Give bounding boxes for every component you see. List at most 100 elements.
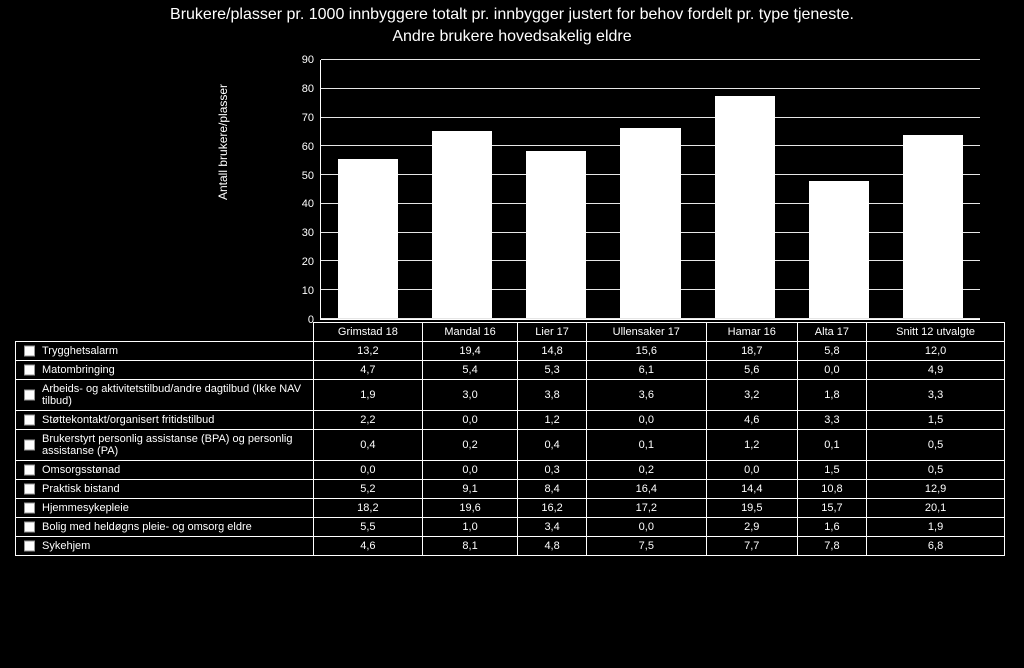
- y-tick: 10: [302, 285, 314, 297]
- y-axis-label: Antall brukere/plasser: [216, 84, 230, 200]
- table-row: Sykehjem4,68,14,87,57,77,86,8: [16, 537, 1005, 556]
- row-label: Bolig med heldøgns pleie- og omsorg eldr…: [16, 518, 314, 537]
- title-line2: Andre brukere hovedsakelig eldre: [392, 28, 631, 45]
- table-cell: 18,7: [706, 342, 797, 361]
- table-cell: 15,6: [586, 342, 706, 361]
- column-header: Snitt 12 utvalgte: [867, 323, 1005, 342]
- table-row: Støttekontakt/organisert fritidstilbud2,…: [16, 411, 1005, 430]
- table-cell: 7,8: [797, 537, 866, 556]
- bar-column: [603, 60, 697, 319]
- plot: [320, 60, 980, 320]
- column-header: Mandal 16: [422, 323, 518, 342]
- y-tick: 70: [302, 112, 314, 124]
- gridline: [321, 203, 980, 204]
- table-row: Matombringing4,75,45,36,15,60,04,9: [16, 361, 1005, 380]
- table-cell: 5,8: [797, 342, 866, 361]
- bar-column: [415, 60, 509, 319]
- table-row: Praktisk bistand5,29,18,416,414,410,812,…: [16, 480, 1005, 499]
- table-cell: 10,8: [797, 480, 866, 499]
- table-cell: 4,9: [867, 361, 1005, 380]
- table-cell: 3,3: [867, 380, 1005, 411]
- column-header: Lier 17: [518, 323, 586, 342]
- table-cell: 4,6: [706, 411, 797, 430]
- bar: [525, 150, 587, 319]
- row-label: Praktisk bistand: [16, 480, 314, 499]
- table-row: Brukerstyrt personlig assistanse (BPA) o…: [16, 430, 1005, 461]
- table-cell: 1,6: [797, 518, 866, 537]
- table-cell: 15,7: [797, 499, 866, 518]
- table-cell: 1,0: [422, 518, 518, 537]
- row-label: Støttekontakt/organisert fritidstilbud: [16, 411, 314, 430]
- table-cell: 1,2: [518, 411, 586, 430]
- column-header: Ullensaker 17: [586, 323, 706, 342]
- table-cell: 3,4: [518, 518, 586, 537]
- table-cell: 16,2: [518, 499, 586, 518]
- table-cell: 8,1: [422, 537, 518, 556]
- table-cell: 5,3: [518, 361, 586, 380]
- table-cell: 0,0: [797, 361, 866, 380]
- gridline: [321, 174, 980, 175]
- table-cell: 13,2: [314, 342, 423, 361]
- table-cell: 3,6: [586, 380, 706, 411]
- table-cell: 1,8: [797, 380, 866, 411]
- bar-column: [792, 60, 886, 319]
- table-cell: 1,5: [867, 411, 1005, 430]
- y-tick: 50: [302, 170, 314, 182]
- table-cell: 1,2: [706, 430, 797, 461]
- table-cell: 1,9: [867, 518, 1005, 537]
- table-cell: 1,9: [314, 380, 423, 411]
- y-tick: 90: [302, 54, 314, 66]
- y-tick: 30: [302, 227, 314, 239]
- table-cell: 12,9: [867, 480, 1005, 499]
- table-cell: 6,1: [586, 361, 706, 380]
- y-tick: 80: [302, 83, 314, 95]
- table-cell: 5,2: [314, 480, 423, 499]
- column-header: Grimstad 18: [314, 323, 423, 342]
- table-cell: 3,3: [797, 411, 866, 430]
- table-cell: 20,1: [867, 499, 1005, 518]
- title-line1: Brukere/plasser pr. 1000 innbyggere tota…: [170, 6, 854, 23]
- gridline: [321, 59, 980, 60]
- plot-area: 0102030405060708090: [280, 60, 980, 320]
- table-cell: 0,0: [586, 411, 706, 430]
- table-cell: 0,5: [867, 430, 1005, 461]
- bars-container: [321, 60, 980, 319]
- table-cell: 18,2: [314, 499, 423, 518]
- table-cell: 4,8: [518, 537, 586, 556]
- table-cell: 5,6: [706, 361, 797, 380]
- table-cell: 4,7: [314, 361, 423, 380]
- gridline: [321, 318, 980, 319]
- table-cell: 17,2: [586, 499, 706, 518]
- bar-column: [321, 60, 415, 319]
- table-cell: 5,5: [314, 518, 423, 537]
- row-label: Hjemmesykepleie: [16, 499, 314, 518]
- table-corner: [16, 323, 314, 342]
- table-cell: 19,6: [422, 499, 518, 518]
- bar-column: [698, 60, 792, 319]
- table-cell: 0,4: [518, 430, 586, 461]
- bar-column: [886, 60, 980, 319]
- y-tick: 40: [302, 198, 314, 210]
- table-cell: 0,0: [422, 411, 518, 430]
- table-body: Trygghetsalarm13,219,414,815,618,75,812,…: [16, 342, 1005, 556]
- table-cell: 0,1: [586, 430, 706, 461]
- table-cell: 0,2: [422, 430, 518, 461]
- bar: [337, 158, 399, 319]
- table-cell: 14,4: [706, 480, 797, 499]
- table-cell: 0,0: [706, 461, 797, 480]
- table-cell: 9,1: [422, 480, 518, 499]
- y-axis: 0102030405060708090: [280, 60, 320, 320]
- table-cell: 4,6: [314, 537, 423, 556]
- chart-root: Brukere/plasser pr. 1000 innbyggere tota…: [0, 0, 1024, 668]
- table-cell: 19,4: [422, 342, 518, 361]
- table-cell: 0,0: [314, 461, 423, 480]
- table-cell: 0,0: [586, 518, 706, 537]
- table-cell: 0,2: [586, 461, 706, 480]
- column-header: Alta 17: [797, 323, 866, 342]
- column-header: Hamar 16: [706, 323, 797, 342]
- bar-column: [509, 60, 603, 319]
- table-cell: 0,1: [797, 430, 866, 461]
- row-label: Arbeids- og aktivitetstilbud/andre dagti…: [16, 380, 314, 411]
- table-cell: 0,3: [518, 461, 586, 480]
- table-row: Hjemmesykepleie18,219,616,217,219,515,72…: [16, 499, 1005, 518]
